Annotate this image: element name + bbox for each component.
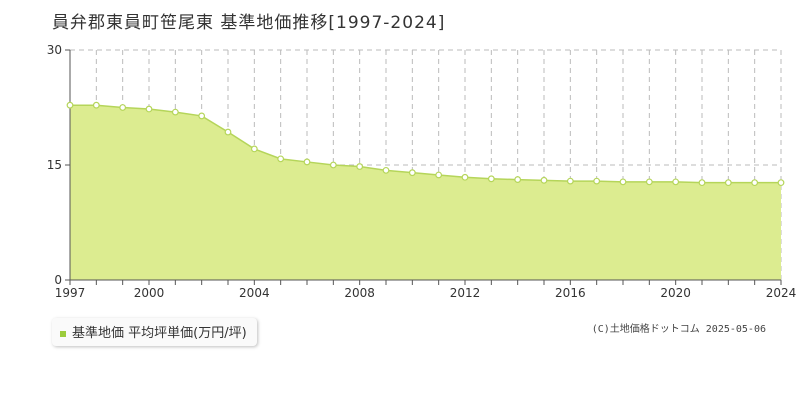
- data-point: [777, 179, 785, 187]
- data-point: [672, 178, 680, 186]
- data-point: [698, 179, 706, 187]
- x-tick-label: 2000: [134, 286, 165, 300]
- legend-label: 基準地価 平均坪単価(万円/坪): [72, 326, 247, 341]
- data-point: [540, 176, 548, 184]
- x-tick-label: 1997: [55, 286, 86, 300]
- x-tick-label: 2016: [555, 286, 586, 300]
- series-area: [70, 105, 781, 280]
- chart-title: 員弁郡東員町笹尾東 基準地価推移[1997-2024]: [52, 13, 446, 33]
- data-point: [461, 173, 469, 181]
- data-point: [566, 177, 574, 185]
- x-tick-label: 2012: [450, 286, 481, 300]
- data-point: [751, 179, 759, 187]
- series-line: [70, 104, 781, 184]
- data-point: [645, 178, 653, 186]
- data-point: [277, 155, 285, 163]
- data-point: [92, 101, 100, 109]
- data-point: [593, 177, 601, 185]
- data-point: [145, 105, 153, 113]
- x-tick-label: 2004: [239, 286, 270, 300]
- data-point: [250, 145, 258, 153]
- legend-swatch: [60, 330, 66, 337]
- data-point: [487, 175, 495, 183]
- data-point: [66, 101, 74, 109]
- data-point: [303, 158, 311, 166]
- x-tick-label: 2024: [766, 286, 797, 300]
- y-tick-label: 0: [54, 273, 62, 287]
- data-point: [724, 179, 732, 187]
- x-tick-label: 2008: [344, 286, 375, 300]
- data-point: [356, 163, 364, 170]
- x-tick-label: 2020: [660, 286, 691, 300]
- chart-legend: 基準地価 平均坪単価(万円/坪): [52, 318, 257, 346]
- data-point: [408, 169, 416, 177]
- data-point: [382, 166, 390, 174]
- y-tick-label: 30: [47, 43, 62, 57]
- data-point: [119, 104, 127, 111]
- data-point: [329, 161, 337, 169]
- data-point: [171, 108, 179, 116]
- data-point: [435, 171, 443, 179]
- data-point: [619, 178, 627, 186]
- data-point: [224, 128, 232, 136]
- y-tick-label: 15: [47, 158, 62, 172]
- data-point: [198, 112, 206, 120]
- data-point: [514, 176, 522, 183]
- copyright-text: (C)土地価格ドットコム 2025-05-06: [591, 324, 766, 335]
